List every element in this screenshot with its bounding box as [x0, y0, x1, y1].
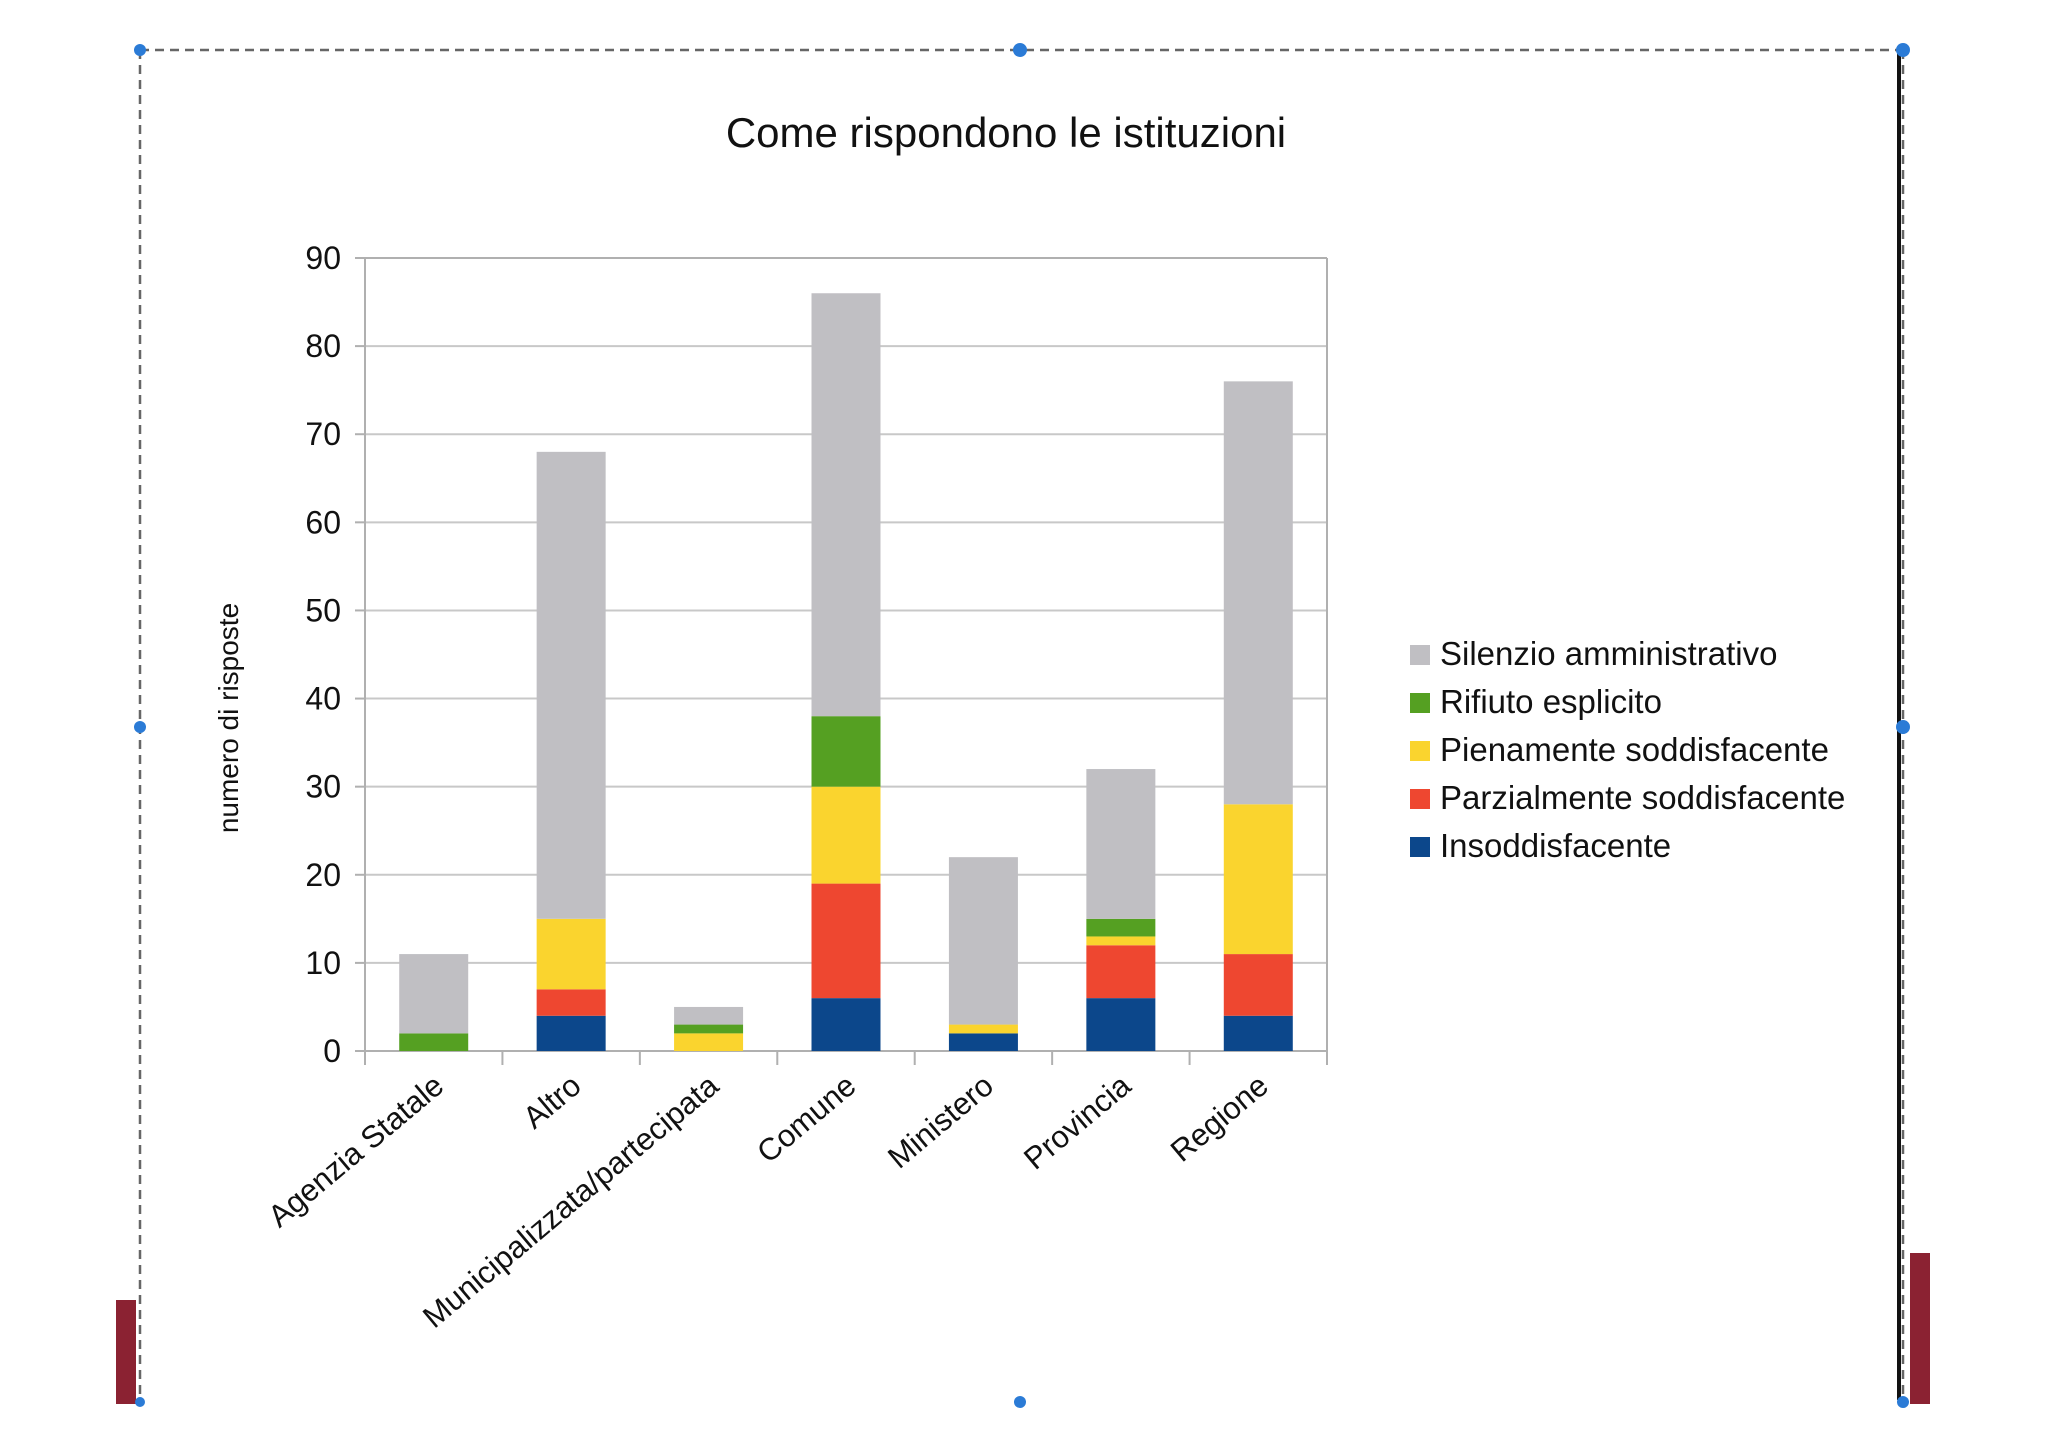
bar-segment-parzialmente[interactable] — [1223, 954, 1293, 1016]
bar-segment-pienamente[interactable] — [674, 1033, 744, 1051]
plot-area: 0 10 20 30 40 50 60 70 80 90 Agenzia Statale Altro M… — [261, 240, 1328, 1335]
bar-segment-silenzio[interactable] — [674, 1006, 744, 1025]
bar-segment-silenzio[interactable] — [1086, 769, 1156, 919]
y-tick-label: 60 — [305, 504, 341, 540]
bar-segment-pienamente[interactable] — [536, 918, 606, 990]
selection-frame[interactable] — [138, 48, 1905, 1402]
slide-accent-right — [1910, 1253, 1930, 1404]
slide-accent-left — [116, 1300, 136, 1404]
bar-segment-rifiuto[interactable] — [811, 716, 881, 787]
bar-segment-insoddisfacente[interactable] — [1086, 998, 1156, 1051]
handle-middle-right[interactable] — [1896, 720, 1910, 734]
chart-title: Come rispondono le istituzioni — [726, 109, 1286, 156]
legend-swatch-rifiuto — [1410, 693, 1430, 713]
handle-top-center[interactable] — [1013, 43, 1027, 57]
legend-swatch-silenzio — [1410, 645, 1430, 665]
bar-segment-rifiuto[interactable] — [1086, 918, 1156, 937]
y-tick-label: 20 — [305, 857, 341, 893]
handle-bottom-left[interactable] — [135, 1397, 145, 1407]
bar-segment-pienamente[interactable] — [1086, 936, 1156, 946]
legend-label-insoddisfacente: Insoddisfacente — [1440, 827, 1671, 864]
resize-handles[interactable] — [134, 43, 1910, 1408]
bar-segment-silenzio[interactable] — [811, 293, 881, 717]
x-tick-label: Agenzia Statale — [261, 1068, 450, 1234]
y-tick-label: 50 — [305, 592, 341, 628]
y-tick-label: 80 — [305, 328, 341, 364]
legend-label-parzialmente: Parzialmente soddisfacente — [1440, 779, 1845, 816]
legend-swatch-parzialmente — [1410, 789, 1430, 809]
y-axis-label: numero di risposte — [213, 603, 244, 833]
x-tick-label: Provincia — [1017, 1067, 1138, 1176]
bar-segment-pienamente[interactable] — [811, 786, 881, 884]
bar-segment-silenzio[interactable] — [948, 857, 1018, 1025]
handle-bottom-center[interactable] — [1014, 1396, 1026, 1408]
bar-segment-insoddisfacente[interactable] — [536, 1015, 606, 1051]
x-tick-label: Comune — [750, 1068, 862, 1170]
legend-swatch-insoddisfacente — [1410, 837, 1430, 857]
y-tick-label: 30 — [305, 769, 341, 805]
handle-top-right[interactable] — [1896, 43, 1910, 57]
bar-segment-insoddisfacente[interactable] — [948, 1033, 1018, 1051]
x-tick-label: Regione — [1164, 1068, 1275, 1169]
bar-segment-silenzio[interactable] — [399, 954, 469, 1034]
legend-label-silenzio: Silenzio amministrativo — [1440, 635, 1777, 672]
y-tick-label: 0 — [323, 1033, 341, 1069]
legend: Silenzio amministrativo Rifiuto esplicito… — [1410, 635, 1845, 864]
legend-label-rifiuto: Rifiuto esplicito — [1440, 683, 1662, 720]
legend-swatch-pienamente — [1410, 741, 1430, 761]
bar-segment-parzialmente[interactable] — [811, 883, 881, 999]
bar-segment-rifiuto[interactable] — [399, 1033, 469, 1051]
bar-segment-rifiuto[interactable] — [674, 1024, 744, 1034]
y-tick-label: 10 — [305, 945, 341, 981]
bar-segment-parzialmente[interactable] — [1086, 945, 1156, 999]
handle-bottom-right[interactable] — [1897, 1396, 1909, 1408]
handle-top-left[interactable] — [134, 44, 146, 56]
bar-segment-pienamente[interactable] — [1223, 804, 1293, 955]
y-tick-label: 70 — [305, 416, 341, 452]
y-tick-label: 40 — [305, 681, 341, 717]
x-tick-label: Ministero — [881, 1068, 1000, 1176]
bar-segment-silenzio[interactable] — [1223, 381, 1293, 805]
x-tick-label: Altro — [516, 1068, 587, 1136]
bar-segment-silenzio[interactable] — [536, 451, 606, 919]
handle-middle-left[interactable] — [134, 721, 146, 733]
y-tick-label: 90 — [305, 240, 341, 276]
bar-segment-pienamente[interactable] — [948, 1024, 1018, 1034]
legend-label-pienamente: Pienamente soddisfacente — [1440, 731, 1829, 768]
bar-segment-insoddisfacente[interactable] — [811, 998, 881, 1051]
bar-segment-insoddisfacente[interactable] — [1223, 1015, 1293, 1051]
bar-segment-parzialmente[interactable] — [536, 989, 606, 1016]
